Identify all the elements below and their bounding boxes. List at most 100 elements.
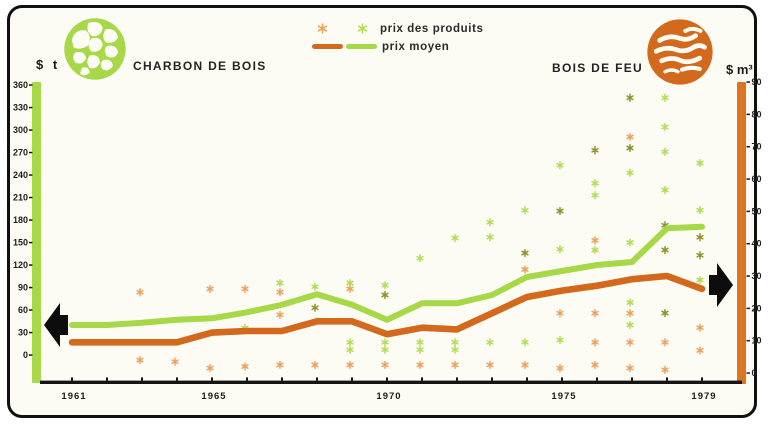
scatter-point <box>521 265 529 274</box>
left-axis-unit: $ t <box>36 57 61 72</box>
legend-item-products: prix des produits <box>310 21 484 36</box>
right-axis-tick-label: 90 <box>752 77 762 87</box>
scatter-orange <box>136 132 704 374</box>
scatter-point <box>521 248 529 258</box>
scatter-point <box>381 281 389 290</box>
scatter-point <box>416 338 424 347</box>
left-axis-tick-label: 210 <box>13 193 28 203</box>
scatter-point <box>521 206 529 215</box>
scatter-point <box>696 158 704 168</box>
scatter-point <box>486 360 494 370</box>
left-axis-tick-label: 60 <box>18 305 28 315</box>
scatter-point <box>556 245 564 254</box>
scatter-point <box>241 362 249 371</box>
scatter-point <box>276 278 284 288</box>
left-axis-tick-label: 300 <box>13 125 28 135</box>
scatter-point <box>311 303 319 312</box>
scatter-point <box>696 233 704 242</box>
scatter-point <box>311 282 319 291</box>
left-axis-bar <box>32 82 41 383</box>
scatter-point <box>486 338 494 347</box>
left-axis-tick-label: 0 <box>23 350 28 360</box>
scatter-point <box>661 147 669 156</box>
left-axis-tick-label: 180 <box>13 215 28 225</box>
scatter-point <box>346 338 354 347</box>
x-axis-year-labels: 1961 1965 1970 1975 1979 <box>61 391 716 402</box>
scatter-point <box>661 185 669 195</box>
scatter-point <box>556 206 564 216</box>
scatter-point <box>626 320 634 330</box>
scatter-point <box>591 360 599 370</box>
scatter-point <box>451 360 459 370</box>
mean-line-charbon-de-bois <box>69 223 705 328</box>
scatter-point <box>661 93 669 102</box>
scatter-point <box>346 360 354 370</box>
scatter-point <box>591 191 599 200</box>
scatter-point <box>206 364 214 373</box>
scatter-point <box>591 146 599 155</box>
year-label: 1961 <box>61 391 86 402</box>
scatter-point <box>241 284 249 294</box>
charcoal-title: CHARBON DE BOIS <box>133 59 267 73</box>
scatter-point <box>591 338 599 347</box>
scatter-point <box>556 161 564 170</box>
firewood-title: BOIS DE FEU <box>552 61 643 75</box>
scatter-point <box>451 233 459 243</box>
scatter-point <box>626 298 634 307</box>
scatter-point <box>626 93 634 102</box>
scatter-point <box>661 338 669 347</box>
left-axis-tick-label: 30 <box>18 328 28 338</box>
scatter-point <box>346 284 354 294</box>
left-axis-tick-label: 240 <box>13 170 28 180</box>
scatter-point <box>696 323 704 332</box>
right-axis-tick-label: 30 <box>752 271 762 281</box>
scatter-point <box>381 338 389 347</box>
right-axis-tick-label: 80 <box>752 109 762 119</box>
scatter-point <box>591 309 599 318</box>
scatter-point <box>136 288 144 297</box>
legend-products-label: prix des produits <box>380 22 484 35</box>
left-arrow-icon <box>44 303 68 347</box>
scatter-point <box>276 310 284 319</box>
year-label: 1965 <box>201 391 226 402</box>
scatter-point <box>416 345 424 354</box>
scatter-point <box>416 360 424 370</box>
scatter-point <box>381 290 389 300</box>
scatter-point <box>136 355 144 365</box>
scatter-point <box>521 338 529 347</box>
scatter-point <box>451 345 459 354</box>
right-axis-tick-label: 60 <box>752 174 762 184</box>
right-axis-tick-label: 0 <box>752 368 757 378</box>
scatter-point <box>626 132 634 142</box>
right-axis-tick-label: 50 <box>752 206 762 216</box>
scatter-point <box>696 251 704 260</box>
right-axis-tick-label: 20 <box>752 303 762 313</box>
scatter-point <box>626 238 634 247</box>
scatter-point <box>311 360 319 370</box>
scatter-point <box>381 360 389 370</box>
scatter-point <box>346 345 354 354</box>
scatter-point <box>626 338 634 347</box>
scatter-point <box>696 275 704 285</box>
scatter-point <box>696 206 704 215</box>
scatter-point <box>626 309 634 318</box>
right-axis-bar <box>737 82 746 384</box>
green-asterisk-icon <box>357 23 368 34</box>
scatter-point <box>381 345 389 354</box>
right-axis-tick-label: 40 <box>752 239 762 249</box>
legend-mean-label: prix moyen <box>382 40 450 53</box>
scatter-point <box>661 308 669 318</box>
scatter-point <box>171 357 179 366</box>
left-axis-tick-label: 270 <box>13 148 28 158</box>
left-axis-tick-label: 120 <box>13 260 28 270</box>
scatter-point <box>486 233 494 242</box>
scatter-point <box>276 360 284 370</box>
scatter-point <box>661 122 669 132</box>
left-axis-tick-label: 150 <box>13 238 28 248</box>
scatter-point <box>451 338 459 347</box>
legend: prix des produits prix moyen <box>310 21 484 54</box>
left-axis-tick-label: 360 <box>13 80 28 90</box>
year-label: 1979 <box>691 391 716 402</box>
